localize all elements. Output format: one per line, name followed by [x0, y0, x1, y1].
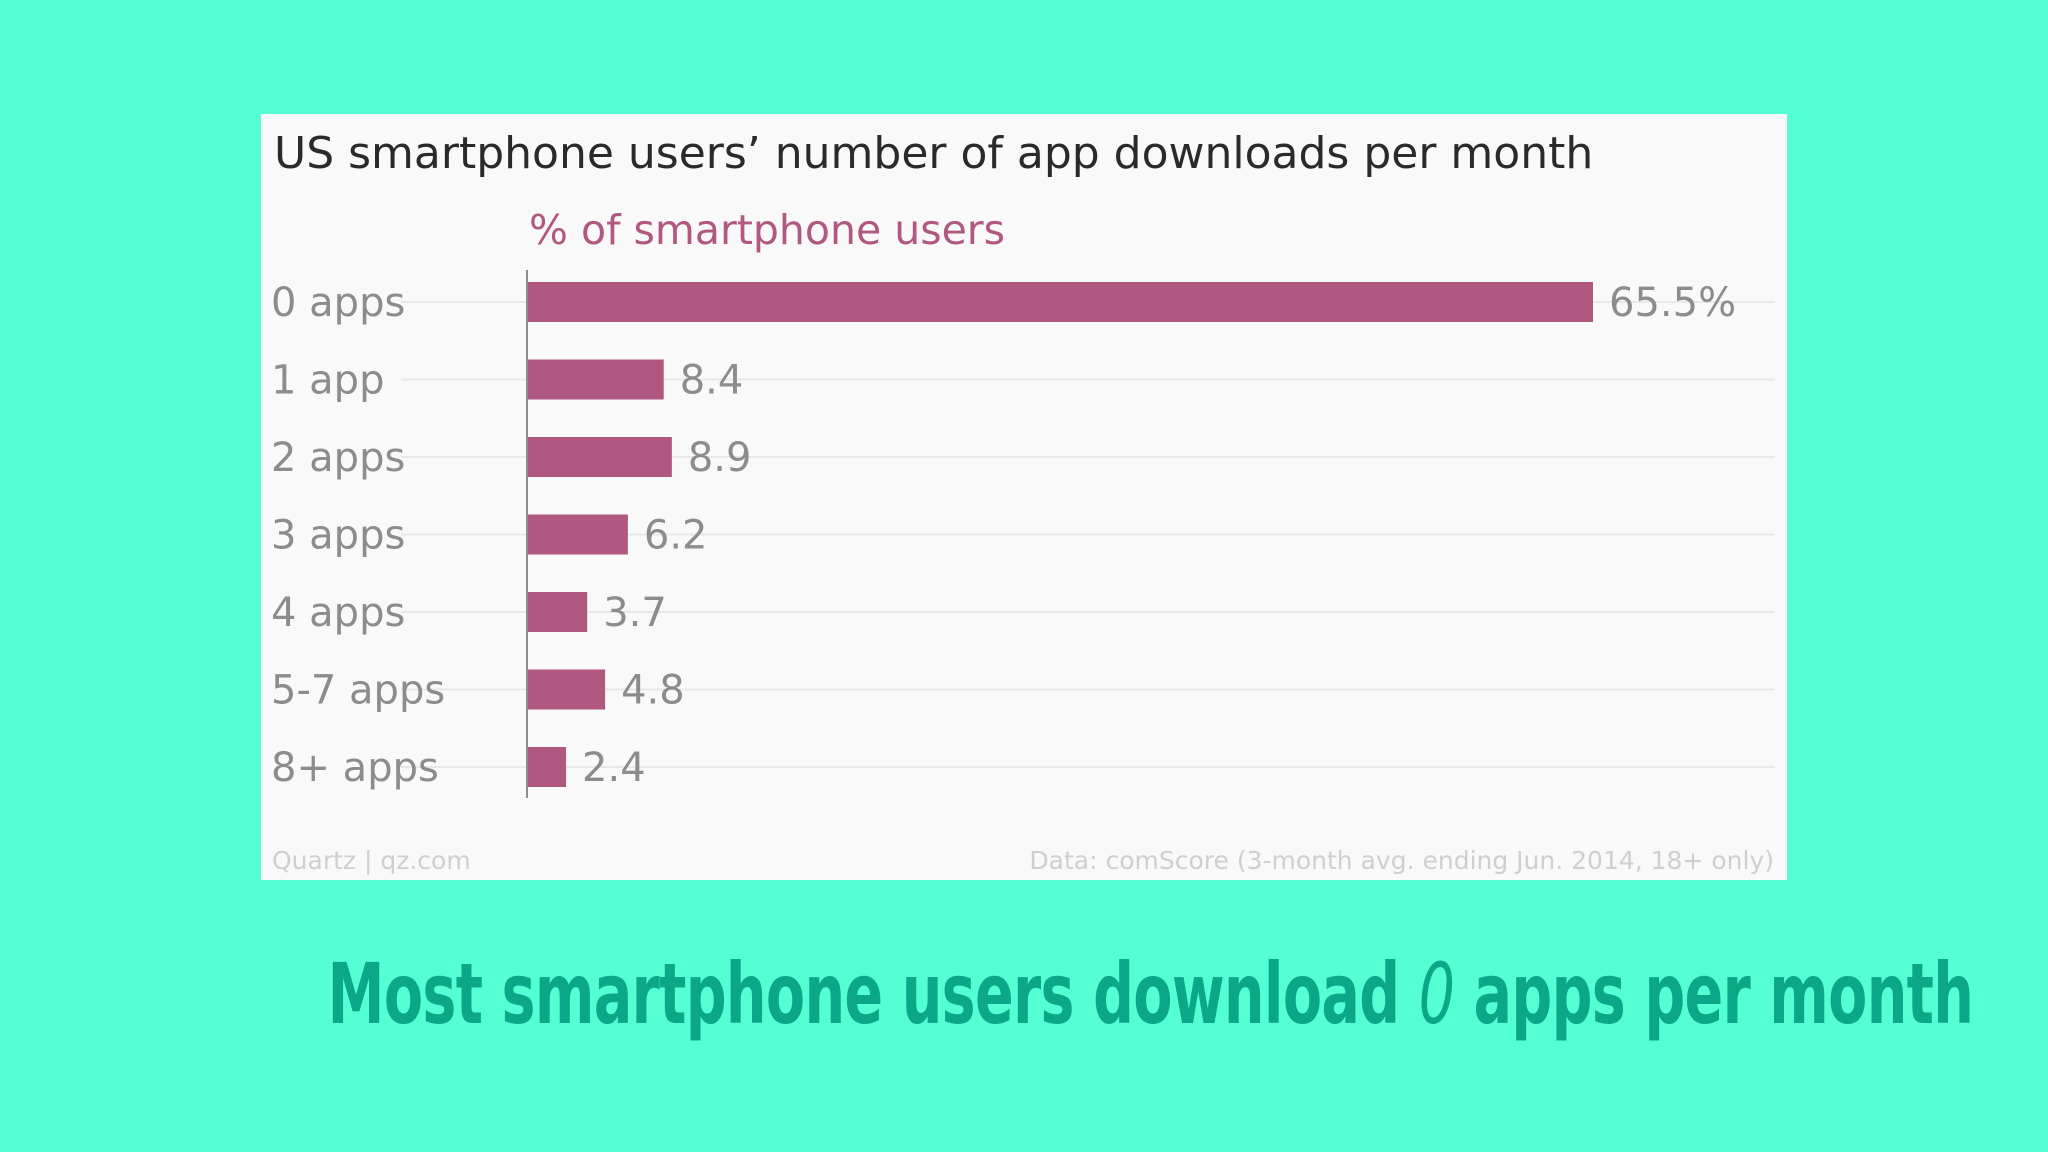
- value-label: 4.8: [621, 668, 685, 714]
- category-label: 1 app: [271, 358, 384, 404]
- bar: [527, 359, 664, 400]
- chart-title: US smartphone users’ number of app downl…: [274, 128, 1594, 179]
- category-label: 5-7 apps: [271, 668, 445, 714]
- headline-text-start: Most smartphone users download: [327, 945, 1419, 1043]
- bar: [527, 747, 567, 787]
- category-label: 0 apps: [271, 280, 405, 326]
- bar-chart: 0 apps 65.5% 1 app 8.4 2 apps 8.9 3 apps 6.2 4 a…: [271, 270, 1775, 798]
- source-credit: Quartz | qz.com: [272, 846, 471, 875]
- bar: [527, 437, 672, 477]
- headline-text-end: apps per month: [1454, 945, 1974, 1043]
- chart-subtitle: % of smartphone users: [529, 206, 1006, 254]
- category-label: 3 apps: [271, 513, 405, 559]
- category-label: 8+ apps: [271, 745, 439, 791]
- bar: [527, 669, 606, 710]
- value-label: 6.2: [644, 513, 708, 559]
- category-label: 4 apps: [271, 590, 405, 636]
- bar: [527, 592, 588, 632]
- value-label: 65.5%: [1609, 280, 1736, 326]
- headline-emphasis: 0: [1418, 945, 1455, 1043]
- value-label: 8.4: [680, 358, 744, 404]
- slide-headline: Most smartphone users download 0 apps pe…: [327, 945, 1974, 1043]
- value-label: 8.9: [688, 435, 752, 481]
- chart-card: US smartphone users’ number of app downl…: [261, 114, 1787, 880]
- value-label: 2.4: [582, 745, 646, 791]
- data-source-note: Data: comScore (3-month avg. ending Jun.…: [1029, 846, 1774, 875]
- bar: [527, 514, 628, 555]
- bar: [527, 282, 1593, 322]
- value-label: 3.7: [603, 590, 667, 636]
- category-label: 2 apps: [271, 435, 405, 481]
